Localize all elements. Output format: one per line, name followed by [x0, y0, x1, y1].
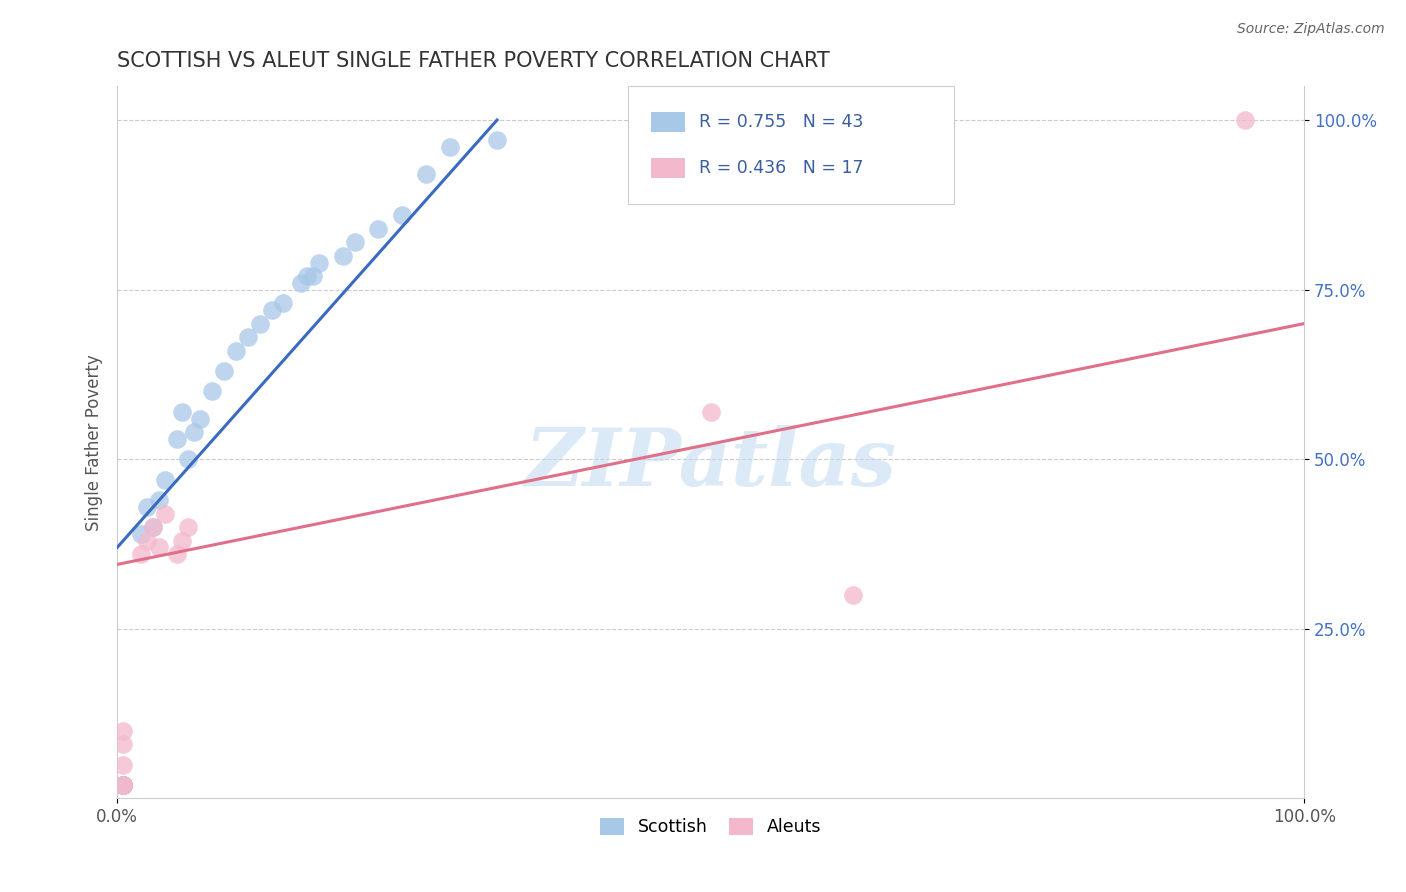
Point	[112, 778, 135, 792]
Point	[142, 520, 165, 534]
Point	[112, 778, 135, 792]
Point	[295, 269, 318, 284]
Point	[112, 778, 135, 792]
Point	[177, 520, 200, 534]
Point	[135, 500, 157, 514]
Point	[290, 276, 312, 290]
Point	[842, 588, 865, 602]
Point	[367, 221, 389, 235]
Bar	[651, 112, 685, 132]
Point	[273, 296, 295, 310]
Point	[225, 343, 247, 358]
Point	[343, 235, 366, 249]
Point	[249, 317, 271, 331]
Point	[183, 425, 205, 439]
Point	[302, 269, 325, 284]
Point	[148, 541, 170, 555]
FancyBboxPatch shape	[627, 87, 955, 203]
Text: R = 0.755   N = 43: R = 0.755 N = 43	[699, 112, 863, 131]
Point	[112, 778, 135, 792]
Point	[172, 533, 194, 548]
Point	[112, 778, 135, 792]
Bar	[651, 158, 685, 178]
Point	[142, 520, 165, 534]
Point	[236, 330, 259, 344]
Point	[112, 778, 135, 792]
Point	[112, 778, 135, 792]
Point	[153, 507, 176, 521]
Point	[1233, 113, 1256, 128]
Point	[699, 405, 721, 419]
Point	[112, 778, 135, 792]
Point	[260, 303, 283, 318]
Point	[112, 778, 135, 792]
Point	[112, 778, 135, 792]
Point	[201, 384, 224, 399]
Point	[112, 778, 135, 792]
Point	[135, 533, 157, 548]
Point	[112, 778, 135, 792]
Text: Source: ZipAtlas.com: Source: ZipAtlas.com	[1237, 22, 1385, 37]
Point	[112, 723, 135, 738]
Point	[439, 140, 461, 154]
Text: ZIPatlas: ZIPatlas	[524, 425, 897, 502]
Point	[166, 547, 188, 561]
Point	[166, 432, 188, 446]
Point	[308, 255, 330, 269]
Point	[112, 778, 135, 792]
Point	[112, 778, 135, 792]
Y-axis label: Single Father Poverty: Single Father Poverty	[86, 354, 103, 531]
Point	[188, 411, 211, 425]
Point	[148, 493, 170, 508]
Text: SCOTTISH VS ALEUT SINGLE FATHER POVERTY CORRELATION CHART: SCOTTISH VS ALEUT SINGLE FATHER POVERTY …	[117, 51, 830, 70]
Point	[112, 778, 135, 792]
Point	[391, 208, 413, 222]
Point	[212, 364, 235, 378]
Point	[129, 527, 152, 541]
Point	[112, 737, 135, 751]
Point	[112, 757, 135, 772]
Legend: Scottish, Aleuts: Scottish, Aleuts	[593, 811, 828, 843]
Point	[112, 778, 135, 792]
Point	[486, 133, 509, 147]
Point	[129, 547, 152, 561]
Point	[112, 778, 135, 792]
Point	[177, 452, 200, 467]
Point	[172, 405, 194, 419]
Point	[332, 249, 354, 263]
Point	[415, 167, 437, 181]
Text: R = 0.436   N = 17: R = 0.436 N = 17	[699, 159, 863, 177]
Point	[153, 473, 176, 487]
